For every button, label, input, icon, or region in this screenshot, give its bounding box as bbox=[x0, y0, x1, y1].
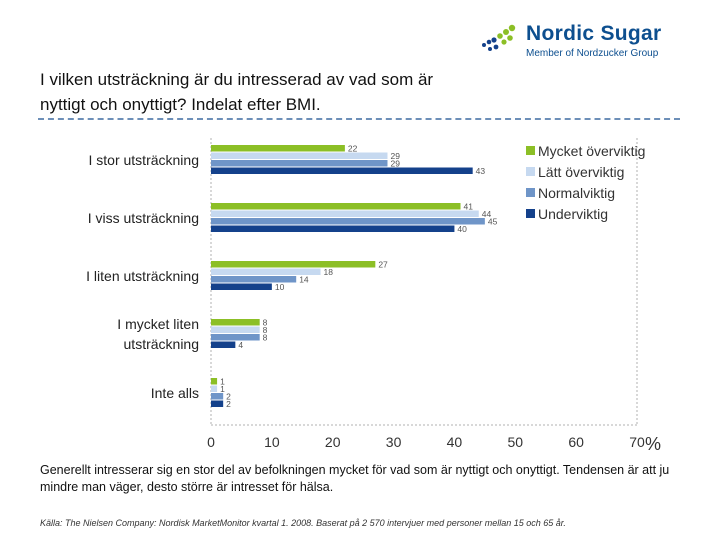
bar bbox=[211, 167, 473, 174]
legend-label: Lätt överviktig bbox=[538, 164, 624, 180]
bar bbox=[211, 225, 455, 232]
x-tick-label: 40 bbox=[447, 434, 463, 450]
bar-value-label: 1 bbox=[220, 377, 225, 387]
bar bbox=[211, 283, 272, 290]
bar-value-label: 29 bbox=[390, 151, 400, 161]
logo-tagline: Member of Nordzucker Group bbox=[526, 48, 659, 59]
x-tick-label: 20 bbox=[325, 434, 341, 450]
bar bbox=[211, 160, 388, 167]
x-unit-label: % bbox=[645, 434, 661, 454]
bar-value-label: 27 bbox=[378, 260, 388, 270]
bar bbox=[211, 276, 297, 283]
bar-value-label: 40 bbox=[457, 224, 467, 234]
bar bbox=[211, 385, 218, 392]
bar-value-label: 43 bbox=[476, 166, 486, 176]
bar-value-label: 4 bbox=[238, 340, 243, 350]
logo-mark-icon bbox=[482, 24, 516, 51]
legend-label: Underviktig bbox=[538, 206, 608, 222]
category-label: Inte alls bbox=[151, 385, 199, 401]
title-divider bbox=[38, 118, 680, 120]
footer-text: Generellt intresserar sig en stor del av… bbox=[40, 463, 670, 494]
legend-label: Mycket överviktig bbox=[538, 143, 645, 159]
bar bbox=[211, 152, 388, 159]
bar bbox=[211, 203, 461, 210]
logo-title: Nordic Sugar bbox=[526, 22, 662, 45]
bar-value-label: 18 bbox=[324, 267, 334, 277]
bar-value-label: 22 bbox=[348, 144, 358, 154]
legend-swatch bbox=[526, 209, 535, 218]
bar bbox=[211, 341, 236, 348]
bar-value-label: 8 bbox=[263, 325, 268, 335]
bar bbox=[211, 393, 224, 400]
legend-label: Normalviktig bbox=[538, 185, 615, 201]
bar-value-label: 1 bbox=[220, 384, 225, 394]
bar bbox=[211, 218, 485, 225]
category-label: I liten utsträckning bbox=[86, 268, 199, 284]
bar bbox=[211, 145, 345, 152]
x-tick-label: 0 bbox=[207, 434, 215, 450]
category-label: I mycket liten bbox=[117, 316, 199, 332]
bar-value-label: 10 bbox=[275, 282, 285, 292]
source-note: Källa: The Nielsen Company: Nordisk Mark… bbox=[40, 518, 566, 528]
bar bbox=[211, 210, 479, 217]
category-label: I stor utsträckning bbox=[89, 152, 200, 168]
bar bbox=[211, 319, 260, 326]
legend-swatch bbox=[526, 146, 535, 155]
x-tick-label: 10 bbox=[264, 434, 280, 450]
x-tick-label: 30 bbox=[386, 434, 402, 450]
x-tick-label: 70 bbox=[629, 434, 645, 450]
category-label: I viss utsträckning bbox=[88, 210, 199, 226]
bar bbox=[211, 326, 260, 333]
bar-value-label: 45 bbox=[488, 217, 498, 227]
page-title: I vilken utsträckning är du intresserad … bbox=[40, 70, 434, 114]
bar-value-label: 2 bbox=[226, 392, 231, 402]
bar bbox=[211, 268, 321, 275]
x-tick-label: 60 bbox=[568, 434, 584, 450]
bar bbox=[211, 261, 376, 268]
legend-swatch bbox=[526, 188, 535, 197]
bar-value-label: 41 bbox=[464, 202, 474, 212]
bar bbox=[211, 400, 224, 407]
legend-swatch bbox=[526, 167, 535, 176]
x-tick-label: 50 bbox=[507, 434, 523, 450]
nordic-sugar-logo: Nordic Sugar Member of Nordzucker Group bbox=[478, 20, 678, 62]
bar-value-label: 44 bbox=[482, 209, 492, 219]
bar-value-label: 8 bbox=[263, 318, 268, 328]
bar bbox=[211, 378, 218, 385]
category-label: utsträckning bbox=[124, 336, 199, 352]
bar-value-label: 29 bbox=[390, 159, 400, 169]
bar-value-label: 8 bbox=[263, 333, 268, 343]
bar-value-label: 2 bbox=[226, 399, 231, 409]
bar-value-label: 14 bbox=[299, 275, 309, 285]
bar bbox=[211, 334, 260, 341]
